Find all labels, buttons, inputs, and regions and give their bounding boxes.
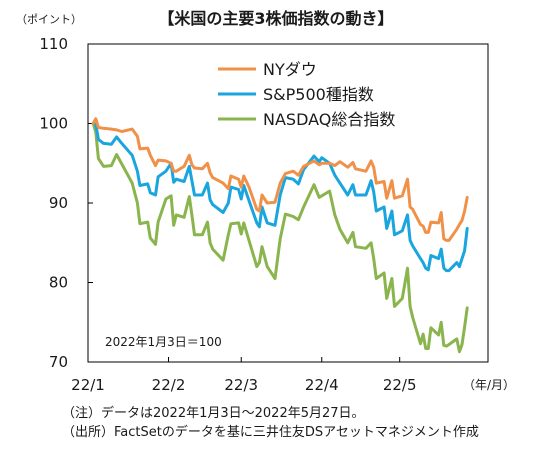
- y-axis-ticks: 70 80 90 100 110: [39, 35, 93, 371]
- baseline-note: 2022年1月3日＝100: [105, 335, 222, 349]
- x-tick-label: 22/2: [152, 376, 186, 394]
- y-tick-label: 110: [39, 35, 68, 53]
- source-note: （出所）FactSetのデータを基に三井住友DSアセットマネジメント作成: [62, 425, 479, 440]
- y-axis-unit-label: （ポイント）: [16, 13, 82, 26]
- y-tick-label: 80: [49, 274, 68, 292]
- x-axis-ticks: 22/1 22/2 22/3 22/4 22/5: [71, 357, 417, 394]
- series-line: [91, 122, 469, 354]
- legend-label: NYダウ: [263, 60, 317, 79]
- x-tick-label: 22/4: [305, 376, 339, 394]
- y-tick-label: 100: [39, 115, 68, 133]
- x-axis-unit-label: （年/月）: [463, 378, 515, 392]
- y-tick-label: 70: [49, 353, 68, 371]
- x-tick-label: 22/3: [224, 376, 258, 394]
- series-lines: [91, 117, 469, 354]
- series-line: [91, 122, 469, 273]
- legend: NYダウ S&P500種指数 NASDAQ総合指数: [218, 60, 395, 129]
- x-tick-label: 22/1: [71, 376, 105, 394]
- legend-label: S&P500種指数: [263, 85, 374, 104]
- legend-label: NASDAQ総合指数: [263, 110, 395, 129]
- chart-title: 【米国の主要3株価指数の動き】: [158, 9, 393, 28]
- y-tick-label: 90: [49, 194, 68, 212]
- x-tick-label: 22/5: [383, 376, 417, 394]
- data-period-note: （注）データは2022年1月3日～2022年5月27日。: [62, 406, 365, 421]
- series-line: [91, 117, 469, 242]
